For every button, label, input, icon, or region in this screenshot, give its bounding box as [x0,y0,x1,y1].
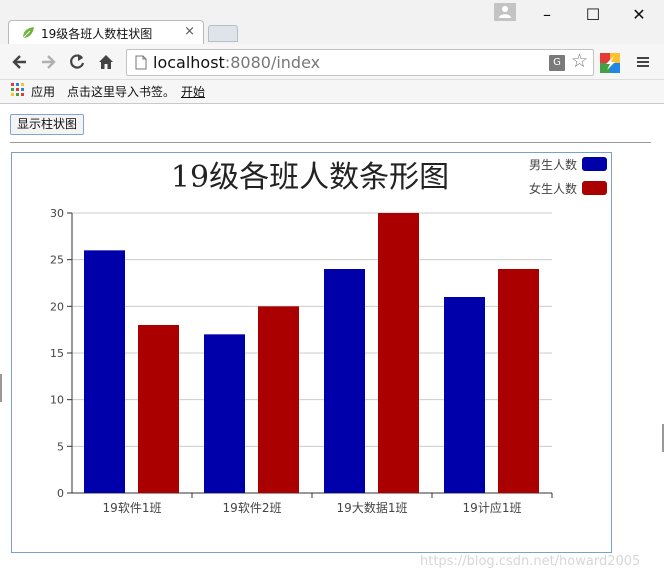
apps-grid-icon[interactable] [11,83,25,97]
bookmark-import-link[interactable]: 点击这里导入书签。 [67,85,176,99]
y-tick-label: 25 [50,254,64,267]
tab-title: 19级各班人数柱状图 [41,27,153,41]
url-text: localhost:8080/index [153,53,321,72]
profile-avatar-icon[interactable] [494,3,516,21]
chart-title: 19级各班人数条形图 [171,160,449,195]
tab-strip: 19级各班人数柱状图 × – ☐ ✕ [0,0,664,44]
bar-chart: 19级各班人数条形图 0 5 10 15 20 25 30 19软件1班 19软件2班 19大数据… [50,157,607,515]
x-tick-label: 19软件1班 [103,501,162,515]
y-tick-label: 30 [50,207,64,220]
y-tick-label: 10 [50,394,64,407]
legend-swatch [582,181,607,195]
browser-toolbar: localhost:8080/index G ☆ [0,44,664,80]
bookmark-apps[interactable]: 应用 [31,85,56,99]
scroll-edge-right [662,424,664,452]
scroll-edge-left [0,374,2,402]
chart-container: 19级各班人数条形图 0 5 10 15 20 25 30 19软件1班 19软件2班 19大数据… [11,152,612,553]
bar [204,334,245,493]
x-tick-label: 19大数据1班 [337,500,408,515]
y-tick-label: 15 [50,347,64,360]
bar [378,213,419,493]
legend-swatch [582,157,607,171]
translate-icon[interactable]: G [549,55,565,71]
bookmark-star-icon[interactable]: ☆ [571,50,589,72]
divider [10,142,651,143]
forward-arrow-icon[interactable] [38,52,58,72]
maximize-button[interactable]: ☐ [585,5,601,24]
x-tick-label: 19计应1班 [463,500,522,515]
y-tick-label: 0 [57,487,64,500]
home-icon[interactable] [96,52,116,72]
reload-icon[interactable] [67,52,87,72]
y-tick-label: 20 [50,300,64,313]
menu-icon[interactable] [636,55,650,69]
show-bar-chart-button[interactable]: 显示柱状图 [10,114,85,135]
bookmarks-bar: 应用 点击这里导入书签。 开始 [0,80,664,104]
bar [444,297,485,493]
legend-label: 女生人数 [529,181,577,196]
new-tab-button[interactable] [208,25,238,42]
back-arrow-icon[interactable] [10,52,30,72]
bar [498,269,539,493]
person-icon [499,6,511,18]
bookmark-start-link[interactable]: 开始 [181,85,206,99]
y-tick-label: 5 [57,440,64,453]
bar [138,325,179,493]
x-tick-label: 19软件2班 [223,501,282,515]
page-content: 显示柱状图 19级各班人数条形图 0 5 10 15 20 25 30 19软件1班 19软件2… [0,104,664,582]
window-close-button[interactable]: ✕ [632,5,646,24]
minimize-button[interactable]: – [543,5,551,24]
bar [258,306,299,493]
tab-active[interactable]: 19级各班人数柱状图 × [8,20,204,44]
bar [324,269,365,493]
legend-label: 男生人数 [529,157,577,172]
page-icon [135,55,147,70]
watermark: https://blog.csdn.net/howard2005 [420,554,641,569]
extension-icon[interactable] [600,53,620,73]
bar [84,250,125,493]
address-bar[interactable]: localhost:8080/index G ☆ [126,49,594,76]
leaf-favicon-icon [22,27,34,39]
tab-close-icon[interactable]: × [184,24,195,39]
